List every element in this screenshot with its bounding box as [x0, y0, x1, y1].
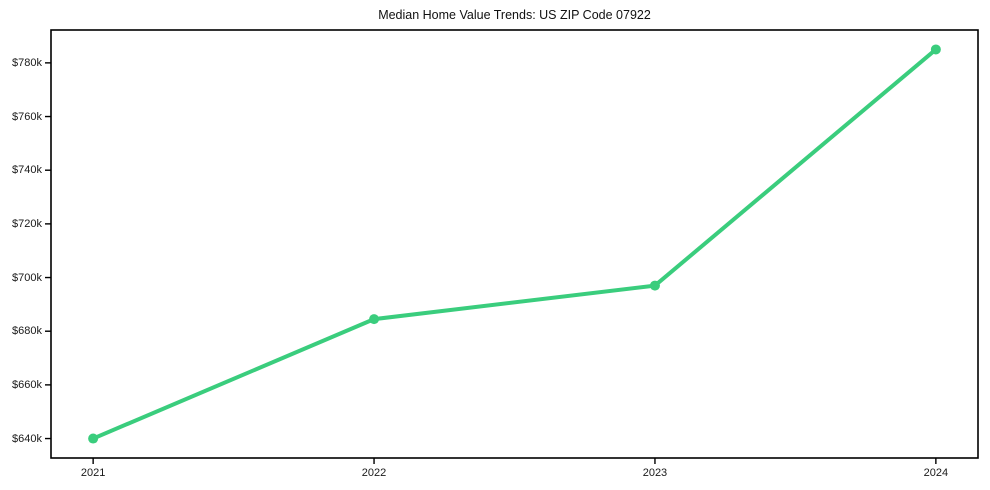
data-point-marker: [369, 314, 380, 325]
y-tick-label: $780k: [12, 56, 42, 69]
y-tick-label: $680k: [12, 325, 42, 338]
data-point-marker: [930, 44, 941, 55]
y-tick-label: $720k: [12, 217, 42, 230]
x-tick-label: 2023: [642, 467, 668, 479]
data-point-marker: [649, 280, 660, 291]
series-line: [91, 47, 938, 441]
y-tick-label: $660k: [12, 378, 42, 391]
plot-border: [50, 29, 979, 459]
y-tick-label: $760k: [12, 110, 42, 123]
x-tick-label: 2022: [361, 467, 387, 479]
data-point-marker: [88, 433, 99, 444]
chart-title: Median Home Value Trends: US ZIP Code 07…: [378, 8, 651, 22]
x-tick-label: 2024: [923, 467, 949, 479]
y-tick-label: $740k: [12, 164, 42, 177]
y-tick-label: $640k: [12, 432, 42, 445]
y-tick-label: $700k: [12, 271, 42, 284]
x-tick-label: 2021: [80, 467, 106, 479]
